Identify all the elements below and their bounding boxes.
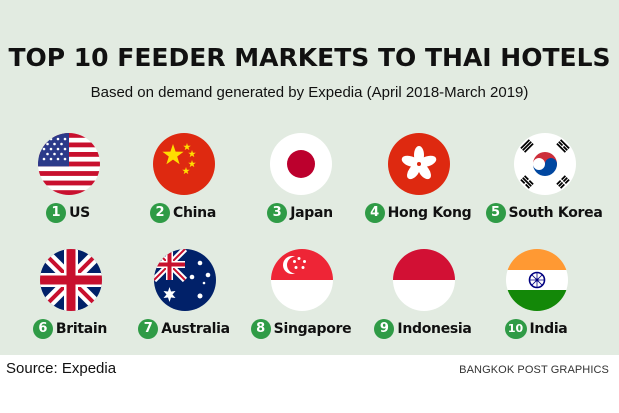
market-name: China <box>173 205 216 221</box>
japan-flag-icon <box>270 133 332 195</box>
market-label: 10 India <box>476 319 596 339</box>
market-label: 1 US <box>8 203 128 223</box>
market-item: 10 India <box>476 249 596 359</box>
rank-badge: 6 <box>32 319 53 339</box>
infographic-title: TOP 10 FEEDER MARKETS TO THAI HOTELS <box>8 43 611 72</box>
rank-badge: 8 <box>250 319 271 339</box>
rank-badge: 3 <box>267 203 288 223</box>
rank-badge: 7 <box>138 319 159 339</box>
britain-flag-icon <box>40 249 102 311</box>
market-label: 7 Australia <box>124 319 244 339</box>
indonesia-flag-icon <box>393 249 455 311</box>
india-flag-icon <box>506 249 568 311</box>
market-name: US <box>69 205 90 221</box>
market-label: 2 China <box>123 203 243 223</box>
infographic-subtitle: Based on demand generated by Expedia (Ap… <box>90 84 529 101</box>
rank-badge: 1 <box>46 203 67 223</box>
market-item: 7 Australia <box>124 249 244 359</box>
rank-badge: 5 <box>485 203 506 223</box>
rank-badge: 10 <box>504 319 527 339</box>
market-item: 5 South Korea <box>484 133 604 243</box>
hong-kong-flag-icon <box>388 133 450 195</box>
south-korea-flag-icon <box>514 133 576 195</box>
market-name: Australia <box>161 321 230 337</box>
source-note: Source: Expedia <box>6 360 117 377</box>
market-label: 8 Singapore <box>241 319 361 339</box>
rank-badge: 9 <box>374 319 395 339</box>
market-name: Indonesia <box>397 321 472 337</box>
market-item: 3 Japan <box>240 133 360 243</box>
market-label: 9 Indonesia <box>363 319 483 339</box>
market-item: 4 Hong Kong <box>358 133 478 243</box>
singapore-flag-icon <box>271 249 333 311</box>
market-name: South Korea <box>508 205 603 221</box>
market-label: 6 Britain <box>10 319 130 339</box>
us-flag-icon <box>38 133 100 195</box>
market-item: 6 Britain <box>10 249 130 359</box>
market-item: 1 US <box>8 133 128 243</box>
market-name: Hong Kong <box>387 205 472 221</box>
australia-flag-icon <box>154 249 216 311</box>
market-name: Britain <box>55 321 108 337</box>
market-name: India <box>529 321 568 337</box>
rank-badge: 4 <box>364 203 385 223</box>
market-item: 8 Singapore <box>241 249 361 359</box>
market-name: Japan <box>290 205 333 221</box>
market-label: 3 Japan <box>240 203 360 223</box>
market-name: Singapore <box>273 321 352 337</box>
market-label: 4 Hong Kong <box>358 203 478 223</box>
graphics-credit: BANGKOK POST GRAPHICS <box>459 364 609 376</box>
china-flag-icon <box>153 133 215 195</box>
market-item: 9 Indonesia <box>363 249 483 359</box>
market-label: 5 South Korea <box>484 203 604 223</box>
market-item: 2 China <box>123 133 243 243</box>
rank-badge: 2 <box>150 203 171 223</box>
infographic-panel: TOP 10 FEEDER MARKETS TO THAI HOTELS Bas… <box>0 0 619 355</box>
